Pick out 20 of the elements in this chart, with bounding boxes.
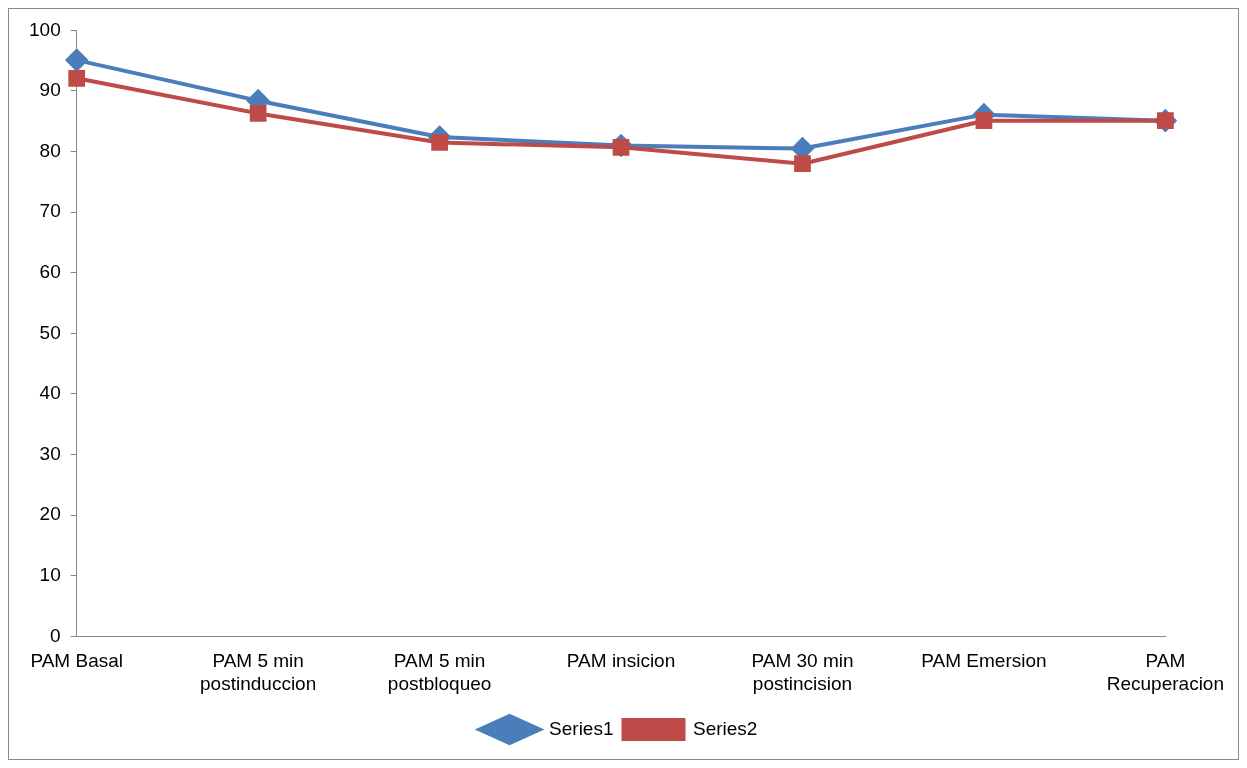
y-tick-label: 30: [39, 442, 61, 464]
x-tick-label: PAM Emersion: [921, 650, 1047, 672]
y-tick-label: 60: [39, 261, 61, 283]
y-tick-label: 100: [29, 18, 61, 40]
x-tick-label: PAM Basal: [30, 650, 123, 672]
x-tick-label: PAM Recuperacion: [1106, 650, 1225, 694]
legend-label: Series1: [549, 717, 614, 739]
y-tick-label: 10: [39, 564, 61, 586]
x-tick-label: PAM insicion: [566, 650, 676, 672]
x-tick-label: PAM 5 min postbloqueo: [387, 650, 492, 694]
x-tick-label: PAM 30 min postincision: [751, 650, 854, 694]
y-tick-label: 50: [39, 321, 61, 343]
y-tick-label: 70: [39, 200, 61, 222]
y-tick-label: 20: [39, 503, 61, 525]
y-tick-label: 80: [39, 139, 61, 161]
y-tick-label: 40: [39, 382, 61, 404]
y-tick-label: 0: [50, 624, 61, 646]
y-tick-label: 90: [39, 79, 61, 101]
legend-label: Series2: [693, 717, 758, 739]
x-tick-label: PAM 5 min postinduccion: [200, 650, 317, 694]
